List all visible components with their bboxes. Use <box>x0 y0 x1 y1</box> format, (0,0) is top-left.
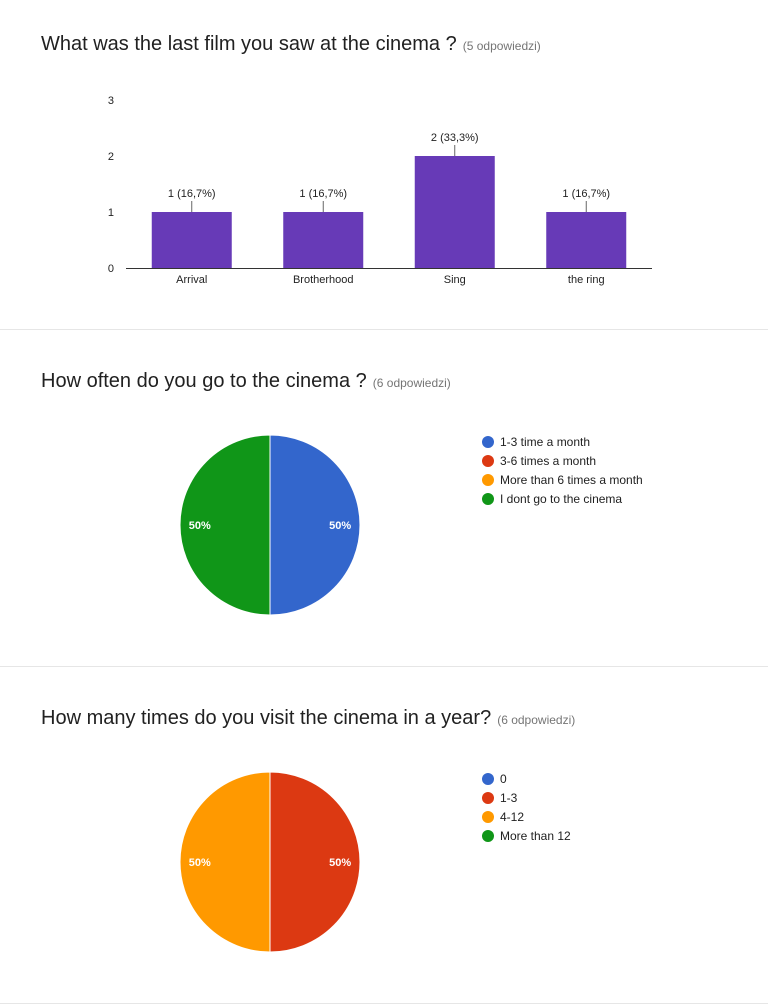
legend-swatch <box>482 435 494 448</box>
legend-item: 1-3 time a month <box>482 432 643 451</box>
legend-label: I dont go to the cinema <box>500 491 623 506</box>
pie-slice <box>179 434 271 616</box>
legend-label: 1-3 time a month <box>500 434 591 449</box>
question-title: How many times do you visit the cinema i… <box>41 707 492 729</box>
legend-swatch <box>482 829 494 842</box>
legend-label: 3-6 times a month <box>500 453 597 468</box>
card-divider <box>0 1003 768 1004</box>
pie-slice <box>269 434 361 616</box>
question-title: What was the last film you saw at the ci… <box>41 33 457 55</box>
question-header: How many times do you visit the cinema i… <box>41 707 575 730</box>
question-header: How often do you go to the cinema ? (6 od… <box>41 370 451 393</box>
data-label: 1 (16,7%) <box>562 188 610 200</box>
pie-legend: 0 1-3 4-12 More than 12 <box>482 769 571 845</box>
response-count: (6 odpowiedzi) <box>497 713 576 727</box>
bar <box>414 156 495 268</box>
legend-label: More than 12 <box>500 828 571 843</box>
card-divider <box>0 666 768 667</box>
question-card-3: How many times do you visit the cinema i… <box>0 667 768 1003</box>
data-label: 1 (16,7%) <box>299 188 347 200</box>
legend-swatch <box>482 810 494 823</box>
legend-swatch <box>482 454 494 467</box>
pie-chart: 50% 50% <box>179 434 361 616</box>
bar-chart: 0 1 2 3 1 (16,7%) Arrival 1 (16,7%) Brotherhood… <box>108 95 652 286</box>
x-tick-label: Arrival <box>176 274 207 286</box>
pie-slice-label: 50% <box>189 520 211 532</box>
pie-slice-label: 50% <box>189 857 211 869</box>
legend-label: More than 6 times a month <box>500 472 643 487</box>
bar <box>151 212 232 268</box>
pie-slice-label: 50% <box>329 857 351 869</box>
legend-label: 0 <box>500 771 507 786</box>
y-tick-label: 3 <box>108 95 114 107</box>
question-title: How often do you go to the cinema ? <box>41 370 367 392</box>
legend-item: 1-3 <box>482 788 571 807</box>
question-card-1: What was the last film you saw at the ci… <box>0 0 768 329</box>
legend-item: 4-12 <box>482 807 571 826</box>
legend-item: More than 12 <box>482 826 571 845</box>
legend-label: 4-12 <box>500 809 525 824</box>
data-label: 1 (16,7%) <box>168 188 216 200</box>
response-count: (5 odpowiedzi) <box>462 39 541 53</box>
bar <box>283 212 364 268</box>
x-tick-label: the ring <box>568 274 605 286</box>
x-tick-label: Sing <box>444 274 466 286</box>
data-label: 2 (33,3%) <box>431 132 479 144</box>
question-card-2: How often do you go to the cinema ? (6 od… <box>0 330 768 666</box>
y-tick-label: 2 <box>108 151 114 163</box>
legend-label: 1-3 <box>500 790 518 805</box>
pie-slice <box>179 771 271 953</box>
pie-chart: 50% 50% <box>179 771 361 953</box>
y-tick-label: 1 <box>108 207 114 219</box>
legend-swatch <box>482 473 494 486</box>
pie-slice-label: 50% <box>329 520 351 532</box>
question-header: What was the last film you saw at the ci… <box>41 33 541 56</box>
legend-item: More than 6 times a month <box>482 470 643 489</box>
response-count: (6 odpowiedzi) <box>372 376 451 390</box>
legend-swatch <box>482 492 494 505</box>
pie-slice <box>269 771 361 953</box>
bar <box>546 212 627 268</box>
pie-legend: 1-3 time a month 3-6 times a month More th… <box>482 432 643 508</box>
y-tick-label: 0 <box>108 263 114 275</box>
legend-swatch <box>482 791 494 804</box>
legend-swatch <box>482 772 494 785</box>
x-tick-label: Brotherhood <box>293 274 354 286</box>
card-divider <box>0 329 768 330</box>
legend-item: 3-6 times a month <box>482 451 643 470</box>
legend-item: I dont go to the cinema <box>482 489 643 508</box>
legend-item: 0 <box>482 769 571 788</box>
